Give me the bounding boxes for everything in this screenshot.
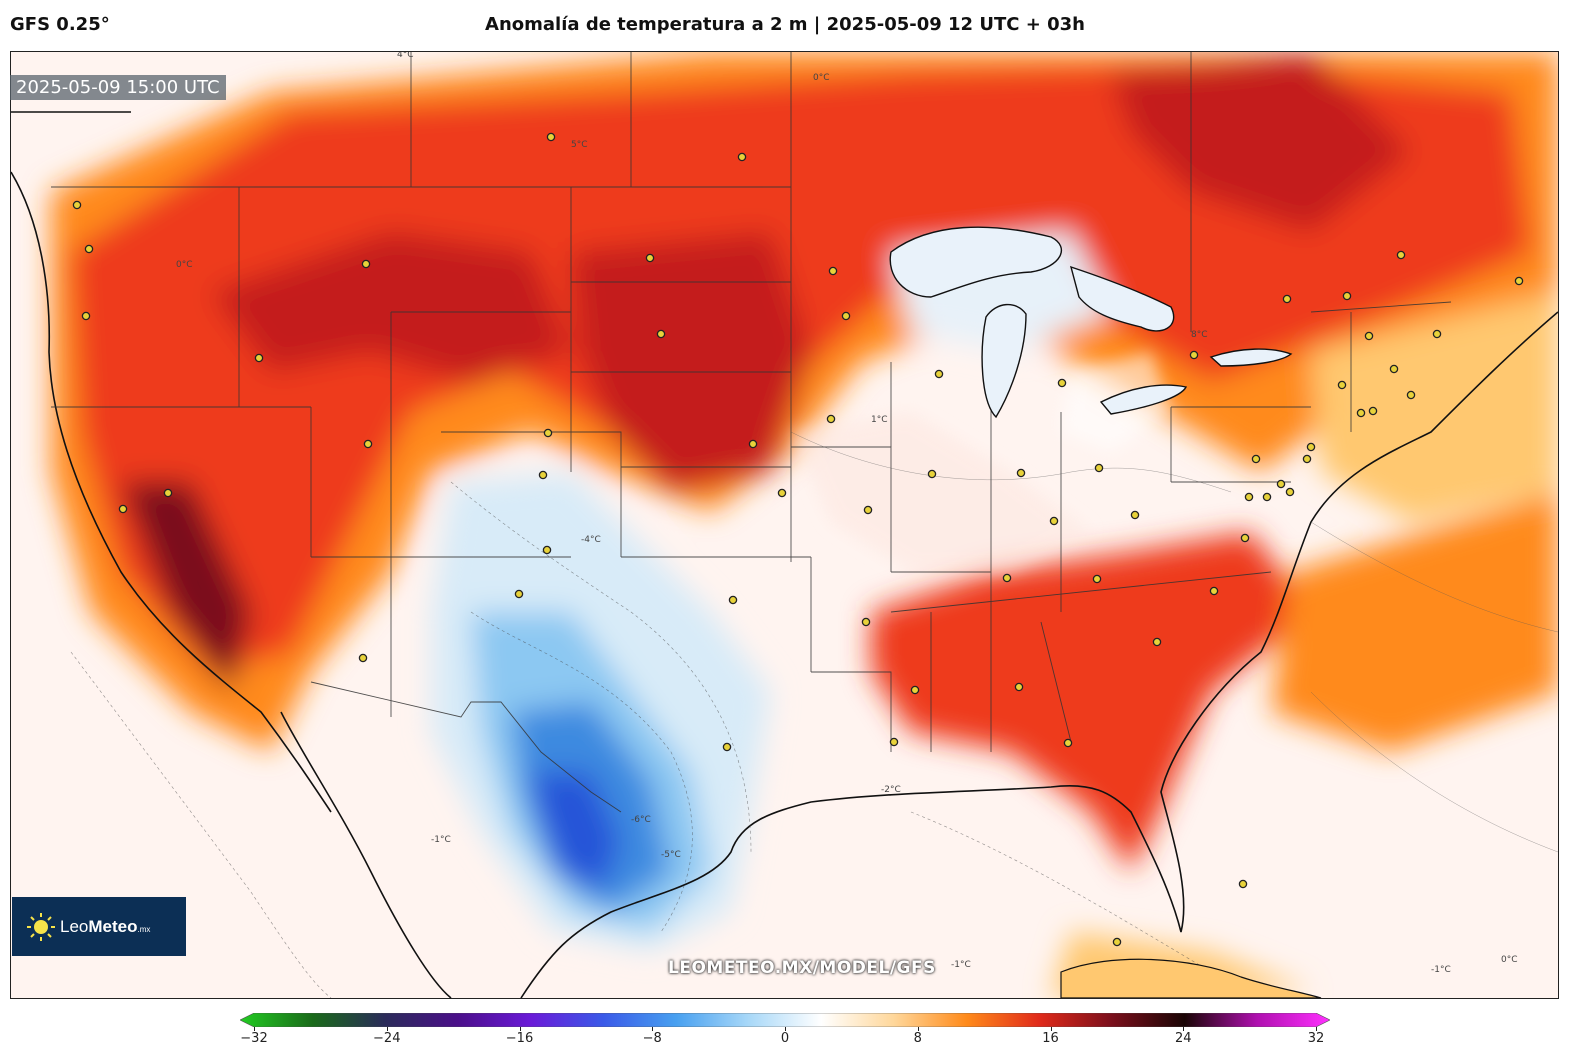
- watermark-url[interactable]: LEOMETEO.MX/MODEL/GFS: [668, 958, 936, 978]
- temperature-anomaly-map[interactable]: 0°C 0°C -1°C 5°C 4°C -2°C -4°C -6°C 8°C …: [10, 51, 1559, 999]
- valid-time-badge: 2025-05-09 15:00 UTC: [10, 75, 226, 100]
- coastlines: [11, 111, 1558, 998]
- colorbar-tick: [917, 1027, 919, 1031]
- colorbar-tick: [254, 1027, 255, 1031]
- colorbar-gradient: [240, 1013, 1330, 1027]
- colorbar-tick-label: 0: [780, 1031, 790, 1046]
- contour-label: -1°C: [1431, 965, 1451, 975]
- colorbar-tick-label: 8: [913, 1031, 922, 1046]
- model-label: GFS 0.25°: [10, 14, 110, 35]
- contour-label: 4°C: [397, 52, 414, 60]
- contour-label: -4°C: [581, 535, 601, 545]
- colorbar-tick: [386, 1027, 388, 1031]
- colorbar-tick-label: 16: [1042, 1031, 1059, 1046]
- colorbar-tick: [652, 1027, 654, 1031]
- anomaly-field: [51, 52, 1558, 998]
- contour-label: -5°C: [661, 850, 681, 860]
- contour-label: -1°C: [431, 835, 451, 845]
- colorbar-tick: [785, 1027, 786, 1031]
- contour-label: 0°C: [176, 260, 193, 270]
- map-title: Anomalía de temperatura a 2 m | 2025-05-…: [485, 14, 1085, 35]
- colorbar-tick-label: −16: [505, 1031, 534, 1046]
- great-lakes: [889, 226, 1293, 419]
- state-borders: [51, 52, 1452, 813]
- contour-label: 1°C: [871, 415, 888, 425]
- leometeo-logo[interactable]: LeoMeteo.mx: [12, 897, 186, 956]
- colorbar-tick-label: 24: [1174, 1031, 1192, 1046]
- colorbar-tick: [1050, 1027, 1052, 1031]
- colorbar: [240, 1013, 1330, 1027]
- colorbar-tick-label: 32: [1307, 1031, 1325, 1046]
- colorbar-tick-label: −32: [240, 1031, 268, 1046]
- colorbar-tick-label: −8: [642, 1031, 662, 1046]
- contour-label: 0°C: [1501, 955, 1518, 965]
- contour-label: -6°C: [631, 815, 651, 825]
- colorbar-tick: [1316, 1027, 1317, 1031]
- contour-label: -1°C: [951, 960, 971, 970]
- contour-lines: [70, 481, 1212, 998]
- colorbar-tick: [1183, 1027, 1185, 1031]
- sun-icon: [26, 912, 56, 942]
- colorbar-tick: [519, 1027, 521, 1031]
- city-markers: [72, 132, 1524, 947]
- cuba: [1060, 958, 1322, 998]
- logo-text: LeoMeteo.mx: [60, 916, 151, 936]
- contour-label: 0°C: [813, 73, 830, 83]
- contour-label: 8°C: [1191, 330, 1208, 340]
- contour-label: 5°C: [571, 140, 588, 150]
- contour-label: -2°C: [881, 785, 901, 795]
- colorbar-tick-label: −24: [373, 1031, 401, 1046]
